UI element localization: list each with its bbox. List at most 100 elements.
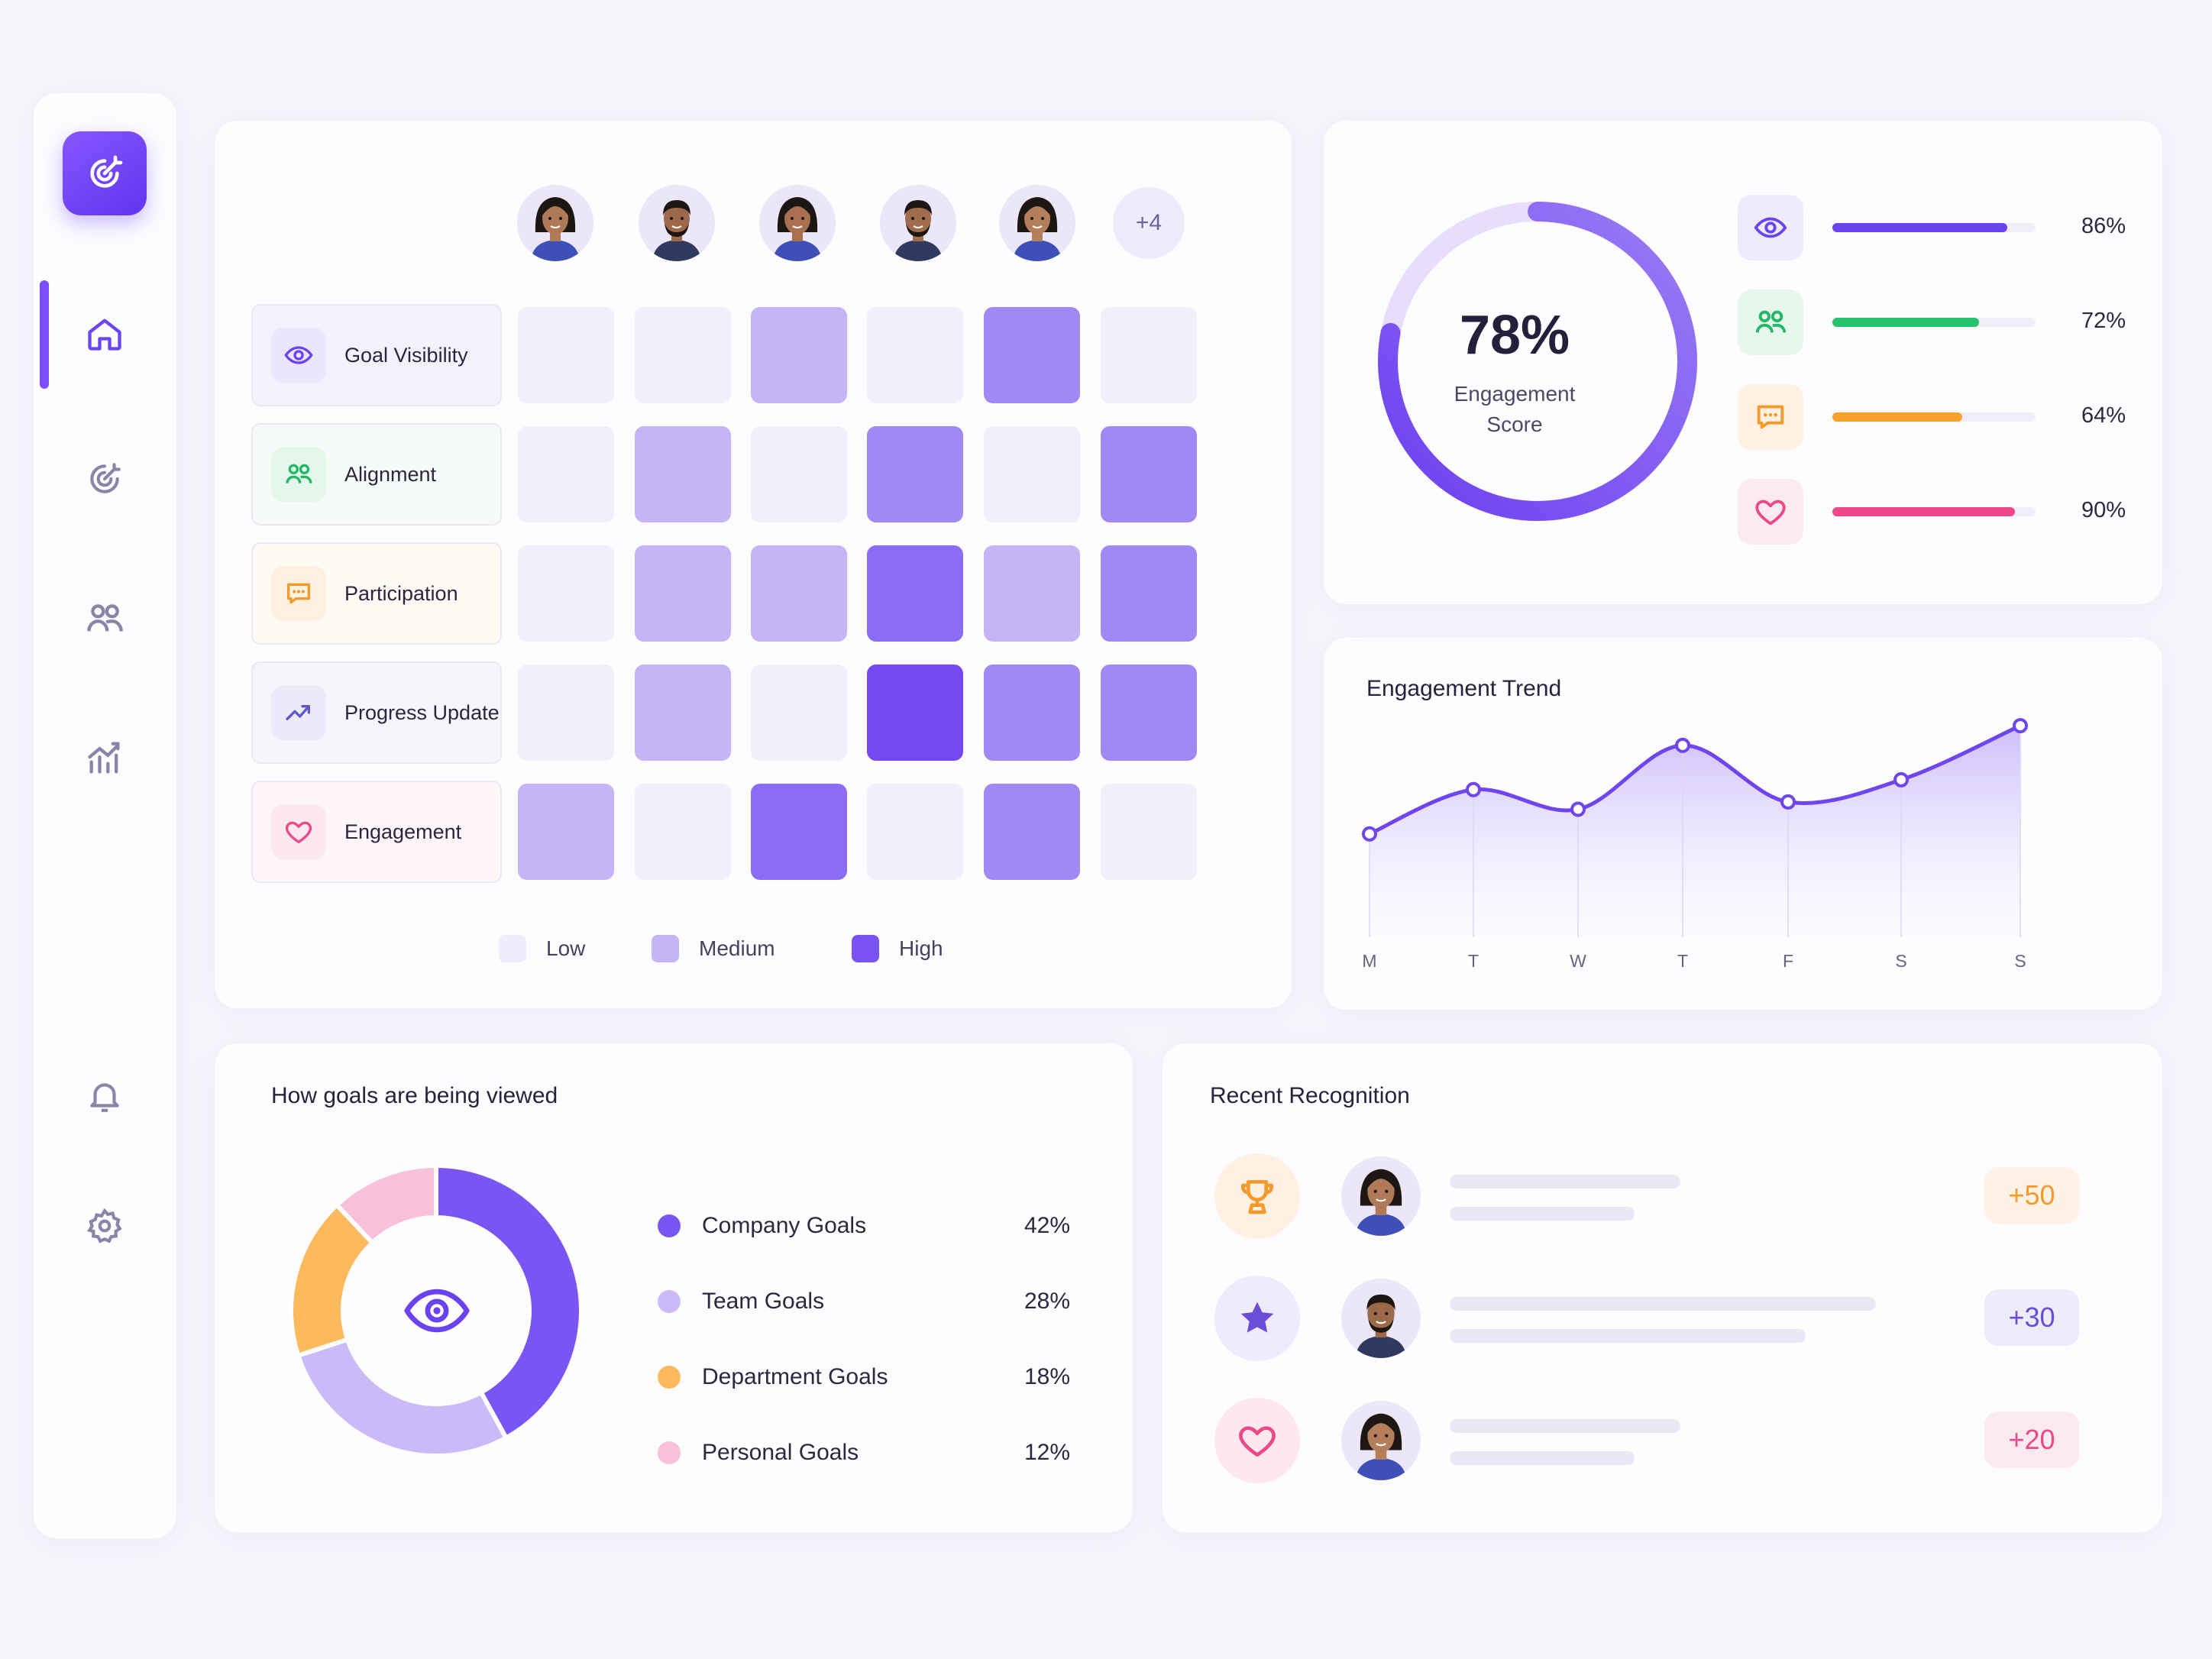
trend-point[interactable] — [1362, 826, 1377, 842]
heatmap-cell[interactable] — [984, 307, 1080, 403]
heatmap-cell[interactable] — [867, 545, 963, 642]
star-icon — [1240, 1302, 1274, 1333]
goal-label: Team Goals — [702, 1289, 825, 1314]
heatmap-cell[interactable] — [518, 665, 614, 761]
row-label-alignment: Alignment — [251, 423, 502, 526]
avatar[interactable] — [1341, 1279, 1421, 1358]
heatmap-cell[interactable] — [751, 545, 847, 642]
nav-goals[interactable] — [69, 443, 141, 515]
target-sparkle-icon — [90, 155, 123, 188]
avatar[interactable] — [639, 185, 715, 261]
legend-dot — [658, 1366, 681, 1389]
gear-icon — [86, 1208, 122, 1243]
avatar[interactable] — [999, 185, 1075, 261]
heatmap-cell[interactable] — [1101, 784, 1197, 880]
avatar[interactable] — [517, 185, 593, 261]
metric-engagement-icon — [1738, 479, 1803, 545]
heatmap-cell[interactable] — [751, 665, 847, 761]
more-avatars-badge[interactable]: +4 — [1113, 187, 1185, 259]
heart-icon — [1755, 500, 1786, 526]
heatmap-cell[interactable] — [518, 307, 614, 403]
heatmap-cell[interactable] — [635, 665, 731, 761]
donut-slice[interactable] — [333, 1163, 438, 1247]
recognition-title: Recent Recognition — [1210, 1083, 1410, 1108]
heatmap-cell[interactable] — [984, 784, 1080, 880]
metric-alignment-icon — [1738, 289, 1803, 355]
heatmap-cell[interactable] — [867, 307, 963, 403]
heatmap-cell[interactable] — [518, 545, 614, 642]
heatmap-cell[interactable] — [1101, 545, 1197, 642]
sidebar — [34, 93, 176, 1538]
heatmap-cell[interactable] — [751, 784, 847, 880]
nav-analytics[interactable] — [69, 721, 141, 793]
trend-point[interactable] — [1780, 794, 1796, 810]
placeholder-line — [1450, 1451, 1635, 1465]
target-icon — [90, 463, 121, 493]
trend-point[interactable] — [1675, 737, 1690, 753]
goal-value: 12% — [1024, 1440, 1070, 1465]
heatmap-cell[interactable] — [635, 784, 731, 880]
legend-dot — [658, 1290, 681, 1313]
donut-slice[interactable] — [434, 1163, 584, 1441]
goal-value: 28% — [1024, 1289, 1070, 1314]
heart-icon — [1239, 1426, 1276, 1457]
trend-day-label: F — [1782, 951, 1794, 971]
heatmap-cell[interactable] — [518, 426, 614, 522]
heatmap-cell[interactable] — [518, 784, 614, 880]
nav-home[interactable] — [69, 298, 141, 370]
trend-day-label: W — [1570, 951, 1586, 971]
metric-participation-value: 64% — [2081, 403, 2126, 428]
goal-label: Personal Goals — [702, 1440, 859, 1465]
trend-point[interactable] — [1466, 781, 1481, 797]
trend-day-label: S — [2014, 951, 2026, 971]
trend-chart — [1362, 718, 2028, 937]
avatar[interactable] — [1341, 1401, 1421, 1480]
nav-team[interactable] — [69, 582, 141, 654]
avatar[interactable] — [880, 185, 956, 261]
avatar[interactable] — [1341, 1156, 1421, 1236]
chart-icon — [88, 742, 120, 774]
goal-legend-row: Company Goals 42% — [658, 1207, 1070, 1245]
placeholder-line — [1450, 1207, 1635, 1221]
metric-visibility-value: 86% — [2081, 214, 2126, 238]
donut-slice[interactable] — [295, 1336, 509, 1458]
heatmap-cell[interactable] — [867, 665, 963, 761]
heatmap-cell[interactable] — [751, 307, 847, 403]
heatmap-cell[interactable] — [1101, 307, 1197, 403]
heatmap-cell[interactable] — [984, 545, 1080, 642]
heatmap-cell[interactable] — [1101, 665, 1197, 761]
metric-bar-fill — [1832, 223, 2007, 232]
heatmap-cell[interactable] — [867, 426, 963, 522]
recognition-points: +30 — [1984, 1289, 2079, 1346]
metric-alignment-bar — [1832, 318, 2036, 327]
heatmap-cell[interactable] — [984, 426, 1080, 522]
placeholder-line — [1450, 1297, 1876, 1311]
goal-legend-row: Team Goals 28% — [658, 1282, 1070, 1321]
trend-day-label: T — [1677, 951, 1689, 971]
heatmap-cell[interactable] — [635, 426, 731, 522]
trophy-icon — [1241, 1180, 1273, 1214]
heatmap-cell[interactable] — [1101, 426, 1197, 522]
goal-label: Department Goals — [702, 1364, 888, 1389]
engagement-trend-card: Engagement Trend M T W T F S S — [1324, 638, 2162, 1010]
heatmap-cell[interactable] — [984, 665, 1080, 761]
score-ring — [1378, 202, 1697, 521]
goals-donut-chart — [289, 1163, 584, 1458]
goal-label: Company Goals — [702, 1213, 867, 1238]
heatmap-cell[interactable] — [751, 426, 847, 522]
trend-point[interactable] — [1570, 801, 1586, 817]
avatar[interactable] — [759, 185, 836, 261]
trend-point[interactable] — [1893, 771, 1909, 787]
recognition-points: +20 — [1984, 1412, 2079, 1468]
app-logo[interactable] — [63, 131, 147, 215]
trend-point[interactable] — [2013, 718, 2028, 734]
nav-settings[interactable] — [69, 1190, 141, 1262]
metric-bar-fill — [1832, 318, 1979, 327]
metric-bar-fill — [1832, 507, 2016, 516]
heatmap-cell[interactable] — [635, 545, 731, 642]
nav-notifications[interactable] — [69, 1060, 141, 1132]
eye-icon — [284, 346, 313, 364]
eye-icon — [1754, 217, 1787, 238]
heatmap-cell[interactable] — [867, 784, 963, 880]
heatmap-cell[interactable] — [635, 307, 731, 403]
